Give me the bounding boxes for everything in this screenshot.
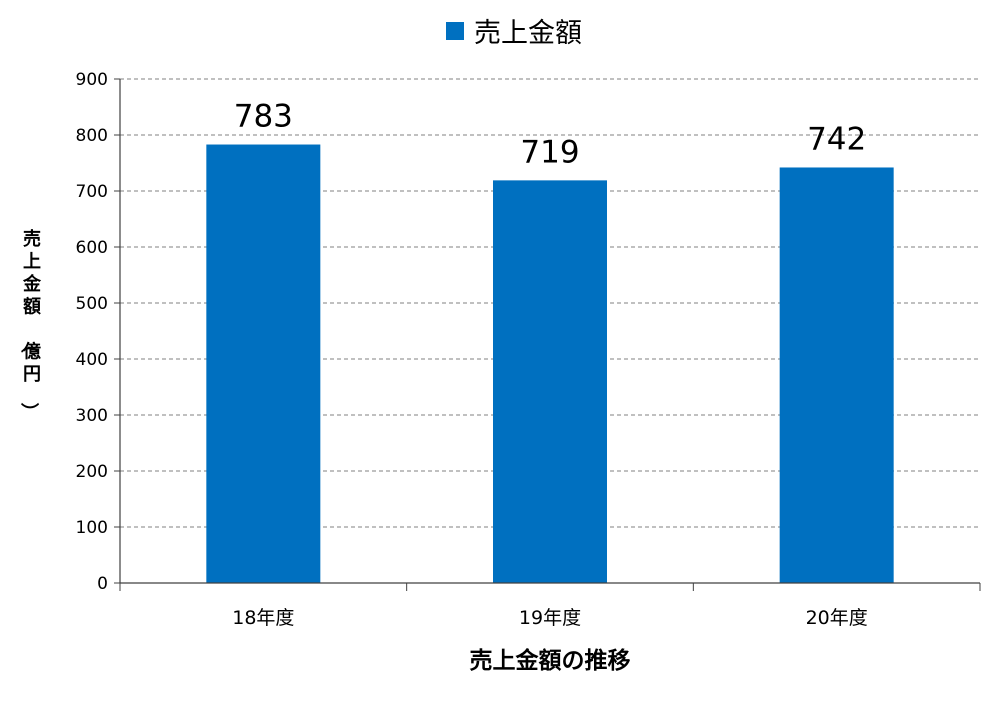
legend-label: 売上金額 (474, 18, 582, 49)
y-tick-label: 300 (76, 406, 108, 426)
y-axis-ticks: 0 100 200 300 400 500 600 700 800 900 (76, 70, 108, 594)
bar (493, 180, 607, 584)
y-tick-label: 100 (76, 518, 108, 538)
data-labels: 783 719 742 (234, 99, 867, 171)
category-label: 18年度 (232, 607, 294, 629)
legend-swatch (446, 22, 464, 40)
data-label: 719 (520, 134, 579, 170)
x-axis-title: 売上金額の推移 (470, 647, 631, 674)
y-tick-label: 900 (76, 70, 108, 90)
y-tick-label: 500 (76, 294, 108, 314)
axes (114, 78, 981, 591)
y-tick-label: 0 (97, 574, 108, 594)
bars (206, 144, 894, 584)
data-label: 742 (807, 121, 866, 157)
y-tick-label: 800 (76, 126, 108, 146)
y-tick-label: 400 (76, 350, 108, 370)
category-labels: 18年度 19年度 20年度 (232, 607, 868, 629)
legend: 売上金額 (446, 18, 582, 49)
bar (779, 167, 894, 584)
y-tick-label: 200 (76, 462, 108, 482)
data-label: 783 (234, 99, 293, 135)
category-label: 20年度 (806, 607, 868, 629)
category-label: 19年度 (519, 607, 581, 629)
y-tick-label: 600 (76, 238, 108, 258)
y-tick-label: 700 (76, 182, 108, 202)
y-axis-title: 売上金額（億円） (18, 228, 42, 421)
bar (206, 144, 321, 583)
